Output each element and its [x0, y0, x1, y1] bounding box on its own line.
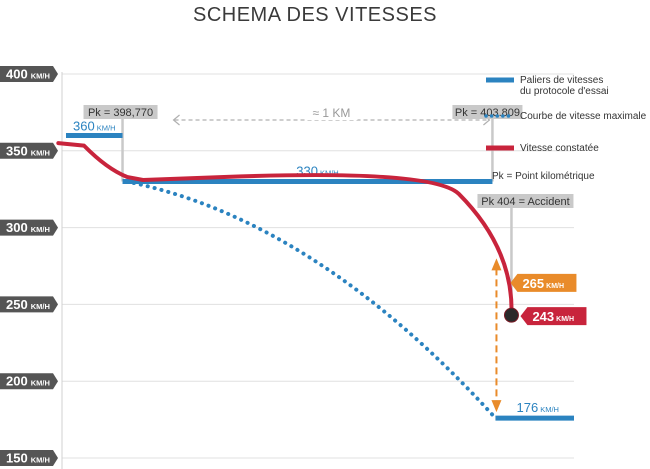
pk-label-box	[83, 105, 158, 119]
pk-label: Pk = 403.809	[455, 107, 520, 119]
grid	[62, 73, 574, 459]
y-tick-tag	[0, 219, 58, 236]
legend-label: Paliers de vitesses	[520, 75, 603, 86]
observed-speed-line	[56, 141, 514, 318]
distance-label: ≈ 1 KM	[313, 106, 351, 120]
legend-label: Courbe de vitesse maximale	[520, 111, 647, 122]
y-tick-tag	[0, 373, 58, 390]
speed-gap-callout-label: 265 KM/H	[522, 276, 564, 291]
speed-gap-arrowhead	[491, 258, 502, 271]
legend-item: Courbe de vitesse maximale	[484, 111, 647, 122]
pk-label-box	[477, 194, 574, 208]
y-tick-tag	[0, 66, 58, 82]
max-speed-curve	[124, 179, 498, 421]
y-tick: 200 KM/H	[0, 373, 58, 390]
accident-point	[503, 307, 519, 323]
protocol-step-label: 360 KM/H	[73, 118, 115, 133]
y-tick: 300 KM/H	[0, 219, 58, 236]
legend-item: Vitesse constatée	[486, 143, 599, 154]
speed-gap-callout	[510, 273, 577, 292]
distance-label-bg	[305, 106, 358, 120]
legend-item: Pk = Point kilométrique	[492, 171, 595, 182]
legend-label: du protocole d'essai	[520, 86, 609, 97]
accident-speed-callout-label: 243 KM/H	[532, 309, 574, 324]
y-tick: 400 KM/H	[0, 66, 58, 82]
distance-arrow-head	[172, 114, 180, 126]
y-tick-label: 350 KM/H	[6, 143, 50, 158]
y-axis: 150 KM/H 200 KM/H 250 KM/H 300 KM/H 350 KM/H 400 KM…	[0, 66, 63, 469]
y-tick: 350 KM/H	[0, 142, 58, 159]
y-tick-label: 200 KM/H	[6, 374, 50, 389]
accident-speed-callout	[520, 307, 587, 326]
annotation-guides: ≈ 1 KM	[121, 106, 513, 310]
y-tick-label: 250 KM/H	[6, 297, 50, 312]
y-tick: 250 KM/H	[0, 296, 58, 313]
pk-label: Pk 404 = Accident	[481, 196, 569, 208]
protocol-step-label: 176 KM/H	[516, 400, 558, 415]
speed-gap-arrowhead	[491, 400, 502, 413]
pk-label-box	[452, 105, 523, 119]
y-tick-label: 150 KM/H	[6, 451, 50, 466]
chart-title: SCHEMA DES VITESSES	[193, 4, 437, 26]
legend-label: Vitesse constatée	[520, 143, 599, 154]
y-tick-label: 300 KM/H	[6, 220, 50, 235]
y-tick-tag	[0, 450, 58, 466]
annotation-labels: Pk = 398,770 Pk = 403.809 Pk 404 = Acciden…	[83, 105, 587, 326]
y-tick: 150 KM/H	[0, 450, 58, 466]
legend-label: Pk = Point kilométrique	[492, 171, 595, 182]
y-tick-tag	[0, 296, 58, 313]
pk-label: Pk = 398,770	[88, 107, 153, 119]
y-tick-tag	[0, 142, 58, 159]
y-tick-label: 400 KM/H	[6, 67, 50, 82]
